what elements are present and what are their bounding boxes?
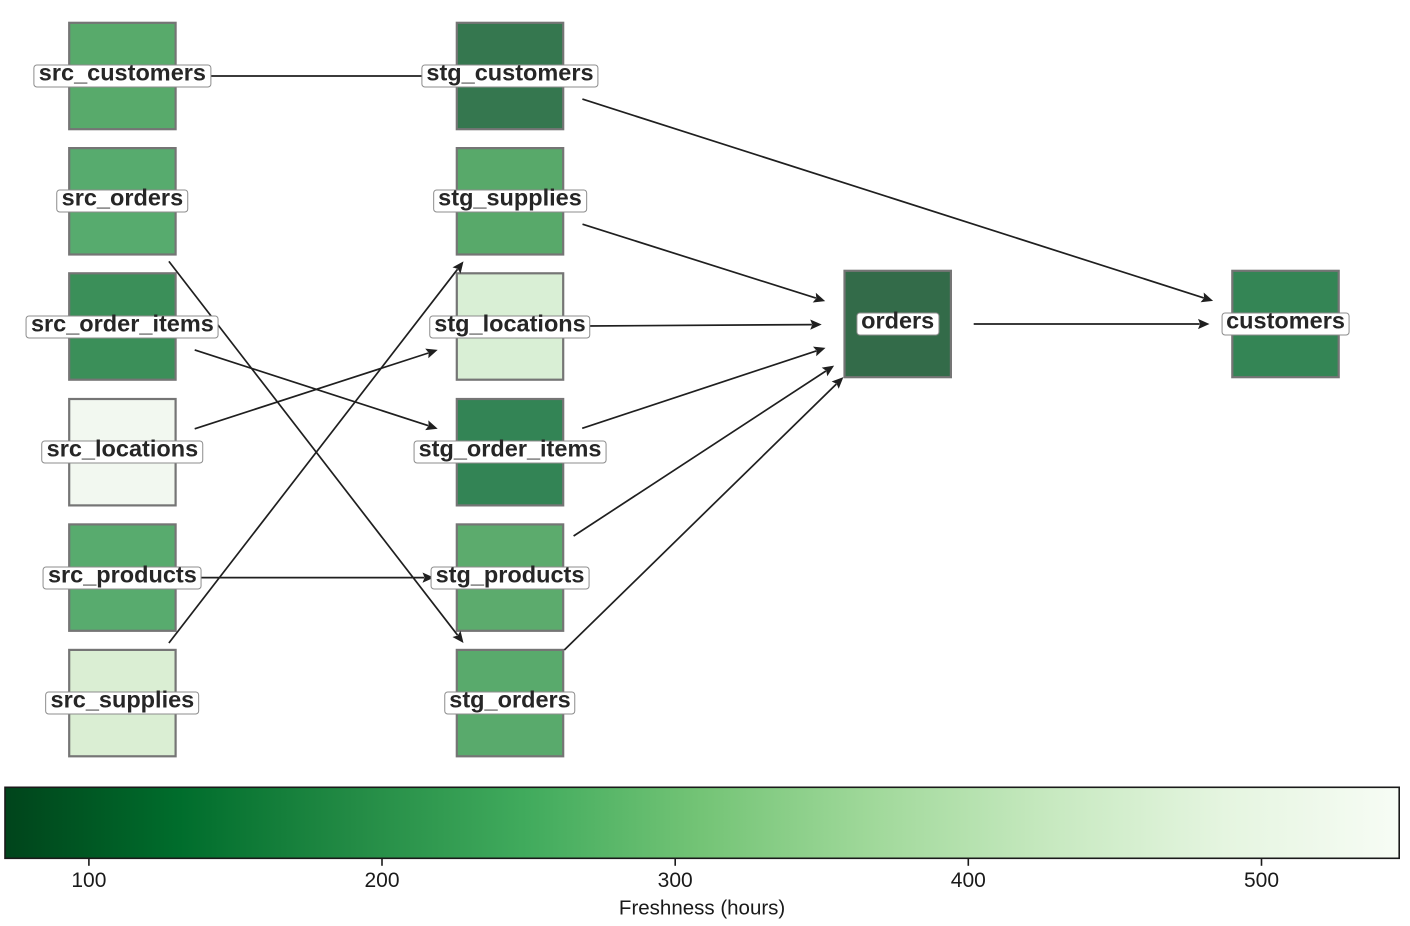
svg-text:500: 500 [1244,869,1279,892]
svg-text:Freshness (hours): Freshness (hours) [619,897,785,920]
svg-text:100: 100 [71,869,106,892]
svg-text:300: 300 [658,869,693,892]
svg-text:200: 200 [364,869,399,892]
svg-text:400: 400 [951,869,986,892]
